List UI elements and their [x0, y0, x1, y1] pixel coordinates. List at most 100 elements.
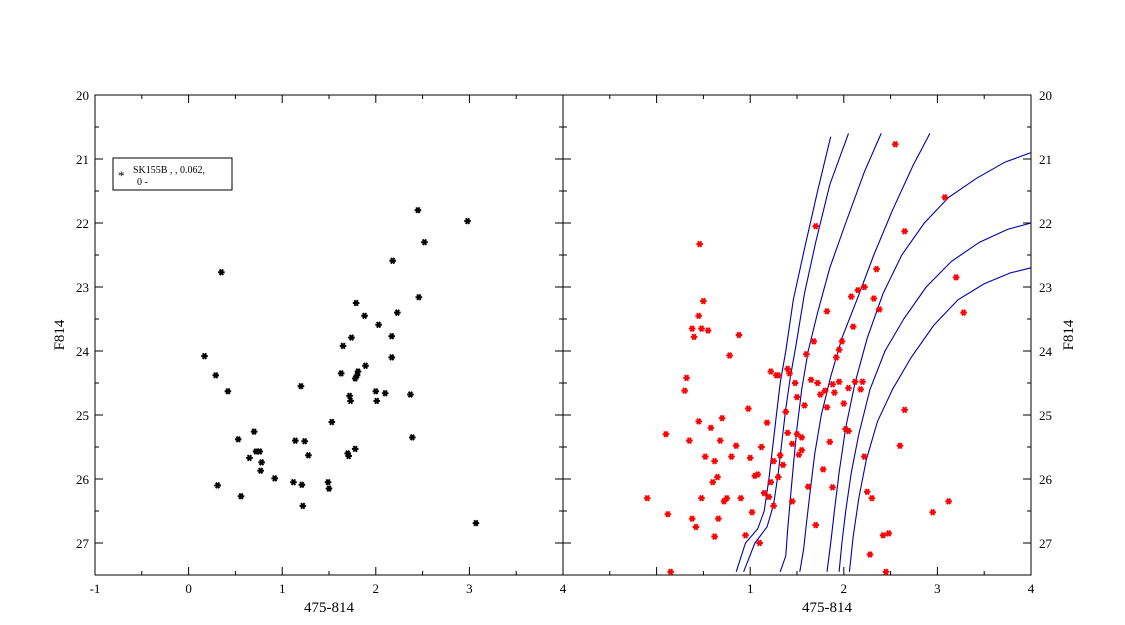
- left-data-point: [237, 492, 245, 500]
- left-x-axis-label: 475-814: [304, 600, 354, 616]
- left-data-point: [347, 397, 354, 405]
- legend-label-line2: 0 -: [137, 177, 148, 188]
- right-data-point: [701, 453, 709, 460]
- left-data-point: [299, 502, 307, 510]
- left-data-point: [258, 459, 265, 466]
- left-y-tick-label: 26: [76, 472, 90, 487]
- right-data-point: [873, 265, 880, 273]
- right-data-point: [692, 523, 700, 531]
- right-data-point: [784, 365, 791, 373]
- right-data-point: [829, 380, 836, 388]
- right-data-point: [868, 494, 876, 502]
- right-y-tick-label: 22: [1039, 216, 1052, 231]
- left-data-point: [409, 434, 416, 441]
- left-data-point: [212, 371, 220, 379]
- right-data-point: [845, 427, 852, 435]
- right-data-point: [941, 194, 949, 201]
- legend-symbol: *: [118, 168, 125, 183]
- right-y-axis-label: F814: [1061, 319, 1077, 350]
- right-data-point: [803, 350, 810, 358]
- right-data-point: [814, 379, 821, 387]
- left-x-tick-label: 0: [185, 581, 192, 596]
- right-data-point: [861, 453, 868, 460]
- right-data-point: [754, 471, 761, 478]
- right-data-point: [833, 354, 840, 361]
- right-data-point: [782, 408, 790, 416]
- left-data-point: [305, 451, 312, 459]
- left-data-point: [257, 467, 264, 475]
- left-data-point: [297, 382, 305, 390]
- right-data-point: [723, 494, 731, 502]
- right-data-point: [891, 140, 899, 148]
- isochrone-line: [735, 136, 832, 572]
- right-data-point: [791, 379, 799, 387]
- right-x-tick-label: 3: [934, 581, 941, 596]
- right-data-point: [770, 502, 777, 510]
- left-data-point: [389, 257, 396, 265]
- right-data-point: [698, 494, 705, 502]
- right-data-point: [681, 387, 688, 395]
- right-data-point: [901, 227, 908, 235]
- right-data-point: [789, 440, 796, 448]
- right-data-point: [737, 494, 745, 502]
- left-x-tick-label: 1: [279, 581, 286, 596]
- right-data-point: [859, 378, 866, 386]
- right-data-point: [789, 498, 796, 505]
- right-data-point: [643, 494, 651, 502]
- right-data-point: [711, 533, 718, 540]
- isochrone-line: [799, 133, 931, 572]
- right-data-point: [945, 498, 952, 505]
- right-data-point: [716, 437, 724, 444]
- right-data-point: [823, 307, 831, 315]
- right-data-point: [774, 371, 782, 379]
- left-data-point: [234, 435, 242, 443]
- right-data-point: [704, 327, 712, 334]
- left-y-tick-label: 20: [76, 88, 89, 103]
- right-data-point: [857, 386, 864, 393]
- left-data-point: [348, 334, 355, 341]
- isochrone-line: [779, 133, 882, 572]
- right-data-point: [688, 325, 696, 332]
- left-y-tick-label: 24: [76, 344, 90, 359]
- right-data-point: [882, 568, 890, 576]
- left-x-tick-label: -1: [90, 581, 101, 596]
- right-data-point: [695, 418, 703, 425]
- isochrone-line: [826, 152, 1032, 572]
- legend-box: [112, 157, 233, 191]
- right-data-point: [715, 515, 722, 523]
- right-y-tick-label: 21: [1039, 152, 1052, 167]
- right-data-point: [662, 430, 670, 438]
- right-data-point: [838, 338, 846, 345]
- right-data-point: [695, 312, 703, 320]
- right-data-point: [870, 295, 878, 302]
- right-data-point: [686, 437, 693, 444]
- right-data-point: [835, 346, 843, 354]
- right-data-point: [767, 368, 775, 375]
- right-data-point: [696, 240, 703, 248]
- left-data-point: [328, 418, 336, 426]
- right-data-point: [726, 352, 733, 359]
- right-data-point: [840, 400, 848, 407]
- left-y-tick-label: 22: [76, 216, 89, 231]
- right-data-point: [849, 323, 857, 331]
- left-data-point: [415, 293, 423, 301]
- right-data-point: [896, 442, 904, 450]
- left-data-point: [414, 206, 422, 214]
- right-data-point: [885, 530, 893, 537]
- legend-label-line1: SK155B , , 0.062,: [133, 165, 205, 176]
- right-data-point: [664, 510, 672, 518]
- right-data-point: [688, 515, 696, 523]
- left-data-point: [472, 519, 480, 527]
- right-y-tick-label: 25: [1039, 408, 1052, 423]
- legend: * SK155B , , 0.062, 0 -: [112, 157, 233, 191]
- left-data-point: [301, 437, 308, 445]
- left-data-point: [298, 481, 306, 489]
- left-data-point: [375, 321, 382, 329]
- right-data-point: [728, 453, 735, 460]
- left-x-tick-label: 3: [466, 581, 473, 596]
- left-data-point: [346, 392, 353, 400]
- left-data-point: [224, 387, 232, 395]
